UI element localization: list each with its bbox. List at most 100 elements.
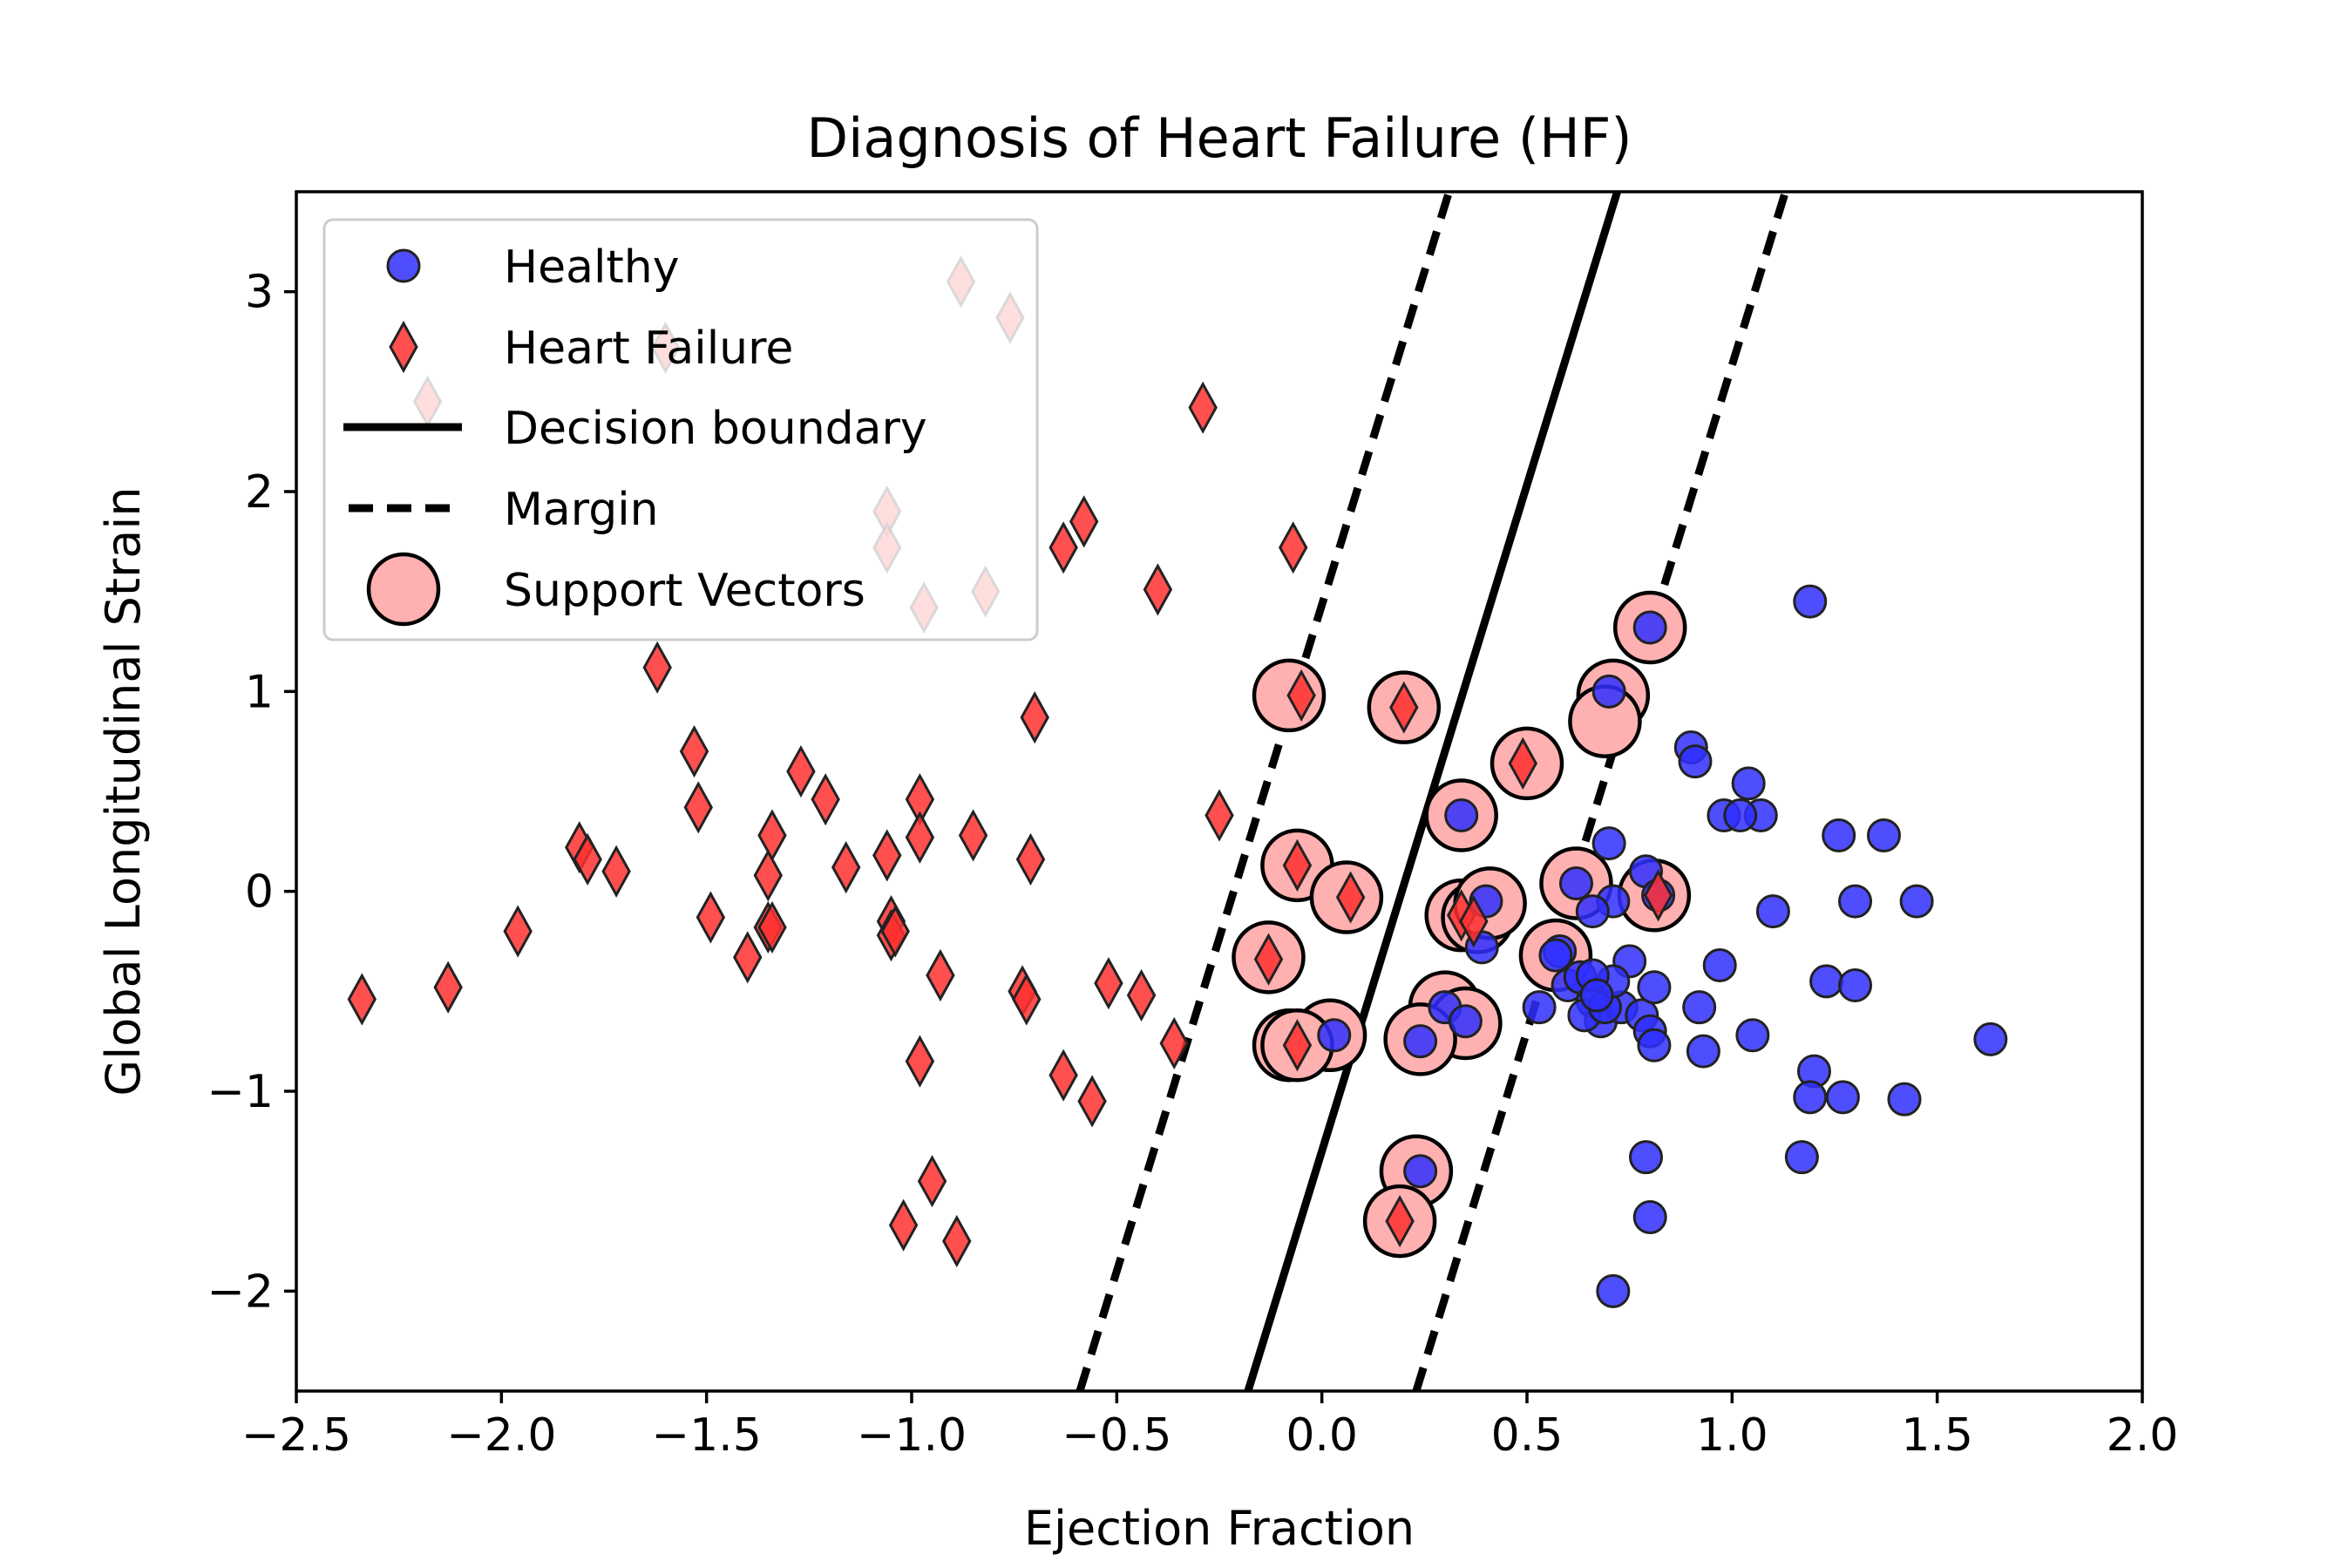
heart-failure-point — [757, 809, 787, 862]
heart-failure-point — [601, 845, 631, 898]
heart-failure-point — [683, 781, 713, 834]
heart-failure-point — [503, 905, 533, 958]
x-tick-label: −2.5 — [241, 1409, 351, 1462]
heart-failure-point — [1282, 1019, 1313, 1072]
heart-failure-point — [696, 891, 726, 944]
heart-failure-point — [872, 829, 902, 882]
y-axis-label: Global Longitudinal Strain — [96, 486, 151, 1096]
y-tick-label: 3 — [245, 267, 274, 319]
plot-frame — [295, 190, 2144, 1393]
heart-failure-point — [811, 773, 840, 826]
heart-failure-point — [942, 1214, 972, 1268]
x-axis-label: Ejection Fraction — [1024, 1501, 1415, 1556]
healthy-points — [1317, 584, 2008, 1308]
y-axis-ticks: −2 −1 0 1 2 3 — [207, 267, 296, 1318]
healthy-point — [1403, 1154, 1438, 1189]
heart-failure-point — [1188, 381, 1218, 434]
healthy-point — [1632, 610, 1667, 645]
x-tick-label: 0.0 — [1286, 1409, 1358, 1462]
x-tick-label: 1.0 — [1696, 1409, 1768, 1462]
heart-failure-point — [1077, 1075, 1107, 1128]
heart-failure-point — [905, 1035, 935, 1088]
healthy-point — [1558, 865, 1593, 900]
healthy-point — [1793, 584, 1828, 619]
healthy-point — [1637, 970, 1672, 1005]
healthy-point — [1682, 990, 1717, 1025]
healthy-point — [1887, 1082, 1922, 1117]
heart-failure-point — [1508, 736, 1538, 790]
y-tick-label: 0 — [245, 866, 274, 919]
healthy-point — [1579, 978, 1614, 1013]
healthy-point — [1522, 990, 1557, 1025]
heart-failure-point — [433, 960, 463, 1014]
legend-item: Decision boundary — [343, 403, 927, 455]
healthy-point — [1822, 818, 1856, 852]
x-tick-label: 2.0 — [2107, 1409, 2179, 1462]
heart-failure-point — [347, 973, 377, 1026]
heart-failure-point — [1015, 832, 1046, 886]
legend: Healthy Heart Failure Decision boundary Mar… — [322, 218, 1039, 641]
healthy-point — [1686, 1034, 1720, 1069]
healthy-point — [1678, 744, 1713, 779]
legend-item: Support Vectors — [366, 552, 865, 627]
legend-hf-marker — [389, 320, 418, 374]
heart-failure-point — [1389, 681, 1419, 734]
healthy-point — [1591, 674, 1626, 709]
healthy-point — [1637, 1028, 1672, 1062]
legend-item: Healthy — [386, 241, 680, 294]
x-tick-label: −1.0 — [857, 1409, 967, 1462]
healthy-point — [1591, 826, 1626, 861]
heart-failure-point — [1020, 691, 1049, 744]
heart-failure-point — [757, 900, 787, 954]
legend-label: Margin — [504, 484, 659, 536]
legend-label: Support Vectors — [504, 565, 865, 617]
heart-failure-point — [1143, 563, 1173, 616]
heart-failure-point — [1286, 669, 1316, 723]
heart-failure-point — [1205, 789, 1234, 842]
healthy-point — [1723, 798, 1758, 833]
heart-failure-point — [753, 849, 783, 902]
legend-label: Heart Failure — [504, 322, 793, 375]
healthy-point — [1444, 798, 1479, 833]
healthy-point — [1702, 948, 1737, 983]
healthy-point — [1538, 938, 1573, 973]
margin-right-line — [1412, 192, 1789, 1391]
healthy-point — [1838, 967, 1873, 1002]
heart-failure-point — [1335, 871, 1366, 924]
heart-failure-point — [831, 841, 861, 894]
heart-failure-point — [1069, 495, 1099, 548]
y-tick-label: −1 — [207, 1066, 274, 1118]
healthy-point — [1596, 1273, 1631, 1308]
healthy-point — [1755, 894, 1790, 929]
x-tick-label: 1.5 — [1901, 1409, 1973, 1462]
decision-boundary-line — [1244, 192, 1621, 1391]
healthy-point — [1403, 1024, 1438, 1059]
healthy-point — [1866, 818, 1901, 852]
heart-failure-point — [1048, 1049, 1078, 1102]
heart-failure-point — [880, 905, 910, 958]
x-tick-label: −2.0 — [446, 1409, 556, 1462]
healthy-point — [1973, 1022, 2008, 1056]
heart-failure-point — [958, 809, 988, 862]
heart-failure-point — [888, 1198, 919, 1252]
healthy-point — [1838, 884, 1873, 919]
heart-failure-point — [926, 948, 955, 1002]
healthy-point — [1899, 884, 1934, 919]
margin-left-line — [1076, 192, 1453, 1391]
x-tick-label: 0.5 — [1491, 1409, 1564, 1462]
heart-failure-point — [1385, 1194, 1415, 1248]
healthy-point — [1825, 1080, 1860, 1115]
heart-failure-point — [1279, 521, 1308, 574]
heart-failure-point — [1459, 894, 1489, 948]
heart-failure-point — [679, 725, 709, 778]
y-tick-label: 2 — [245, 466, 274, 519]
healthy-point — [1735, 1018, 1770, 1053]
heart-failure-point — [1048, 521, 1078, 574]
heart-failure-point — [1126, 968, 1157, 1022]
healthy-point — [1809, 964, 1844, 999]
heart-failure-point — [1159, 1016, 1189, 1070]
legend-item: Heart Failure — [389, 320, 793, 375]
heart-failure-point — [786, 744, 816, 798]
heart-failure-point — [917, 1155, 947, 1208]
